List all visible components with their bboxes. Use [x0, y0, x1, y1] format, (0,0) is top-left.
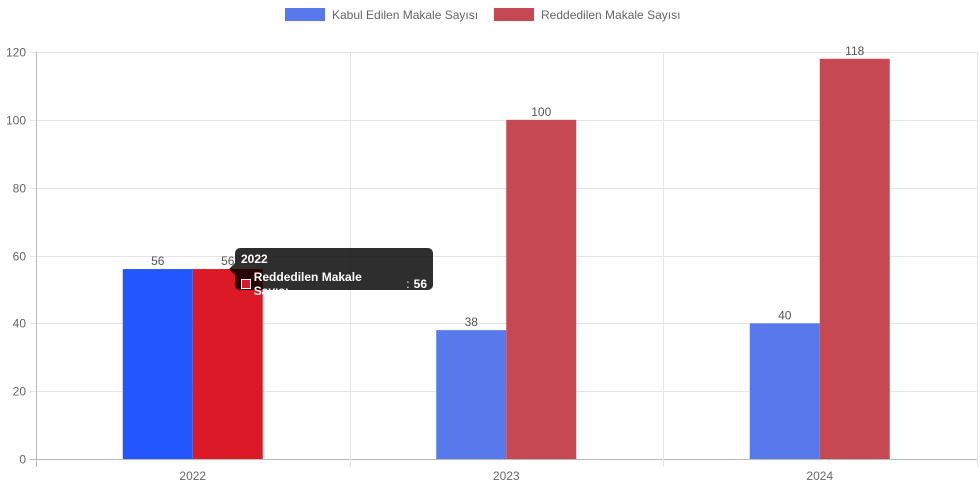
data-label: 100: [531, 105, 551, 119]
legend-label: Reddedilen Makale Sayısı: [541, 8, 680, 22]
tooltip-title: 2022: [241, 252, 268, 266]
legend-label: Kabul Edilen Makale Sayısı: [332, 8, 478, 22]
y-tick-label: 0: [19, 453, 26, 467]
x-tick-label: 2023: [493, 469, 520, 483]
bars: [122, 58, 890, 460]
bar-accepted: [122, 269, 193, 459]
data-label: 56: [151, 254, 165, 268]
y-tick-label: 20: [13, 385, 27, 399]
y-tick-label: 120: [6, 46, 26, 60]
tooltip-series-label: Reddedilen Makale Sayısı: [253, 270, 362, 298]
y-tick-label: 80: [13, 182, 27, 196]
axes: 0 20 40 60 80 100 120 2022 2023 2024: [6, 46, 833, 484]
bar-rejected: [506, 119, 577, 459]
data-label: 38: [465, 315, 479, 329]
tooltip-swatch: [241, 279, 251, 289]
data-label: 40: [778, 308, 792, 322]
bar-accepted: [436, 330, 507, 459]
y-tick-label: 100: [6, 114, 26, 128]
bar-rejected: [192, 269, 263, 459]
tooltip: 2022 Reddedilen Makale Sayısı : 56: [229, 248, 433, 298]
bar-accepted: [749, 323, 820, 459]
tooltip-row: Reddedilen Makale Sayısı : 56: [241, 270, 427, 298]
bar-rejected: [819, 58, 890, 460]
y-tick-label: 60: [13, 250, 27, 264]
x-tick-label: 2022: [179, 469, 206, 483]
x-tick-label: 2024: [806, 469, 833, 483]
tooltip-value: 56: [413, 277, 427, 291]
legend[interactable]: Kabul Edilen Makale Sayısı Reddedilen Mak…: [285, 8, 680, 22]
y-tick-label: 40: [13, 317, 27, 331]
tooltip-separator: :: [406, 277, 410, 291]
legend-swatch: [285, 8, 325, 21]
data-label: 118: [845, 44, 864, 58]
legend-swatch: [494, 8, 534, 21]
